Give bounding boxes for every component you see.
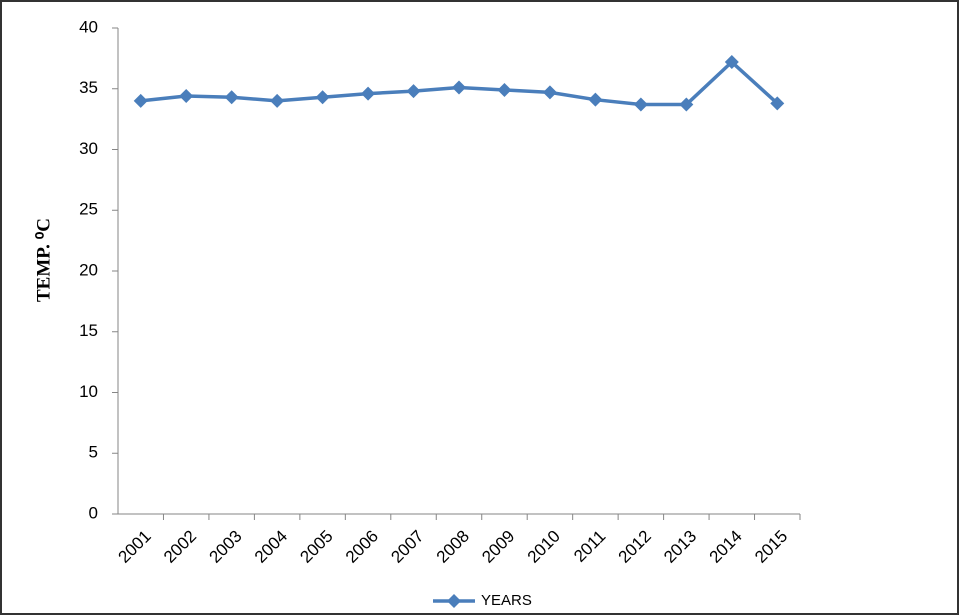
point <box>497 82 512 97</box>
point <box>179 89 194 104</box>
point <box>633 97 648 112</box>
point <box>361 86 376 101</box>
legend-marker <box>447 594 461 608</box>
y-tick-label: 10 <box>79 382 98 401</box>
point <box>452 80 466 95</box>
point <box>724 55 739 70</box>
y-tick-label: 30 <box>79 139 98 158</box>
y-tick-label: 15 <box>79 321 98 340</box>
point <box>406 84 421 99</box>
y-tick-label: 20 <box>79 260 98 279</box>
y-tick-label: 40 <box>79 17 98 36</box>
point <box>315 90 330 105</box>
point <box>679 97 694 112</box>
y-axis-label: TEMP. ⁰C <box>33 218 54 302</box>
y-tick-label: 35 <box>79 78 98 97</box>
point <box>588 92 603 107</box>
y-tick-label: 5 <box>89 443 98 462</box>
point <box>224 90 239 105</box>
point <box>542 85 557 100</box>
point <box>770 96 785 111</box>
legend-label: YEARS <box>481 592 532 609</box>
point <box>270 93 285 108</box>
y-tick-label: 25 <box>79 200 98 219</box>
point <box>133 93 148 108</box>
y-tick-label: 0 <box>89 503 98 522</box>
